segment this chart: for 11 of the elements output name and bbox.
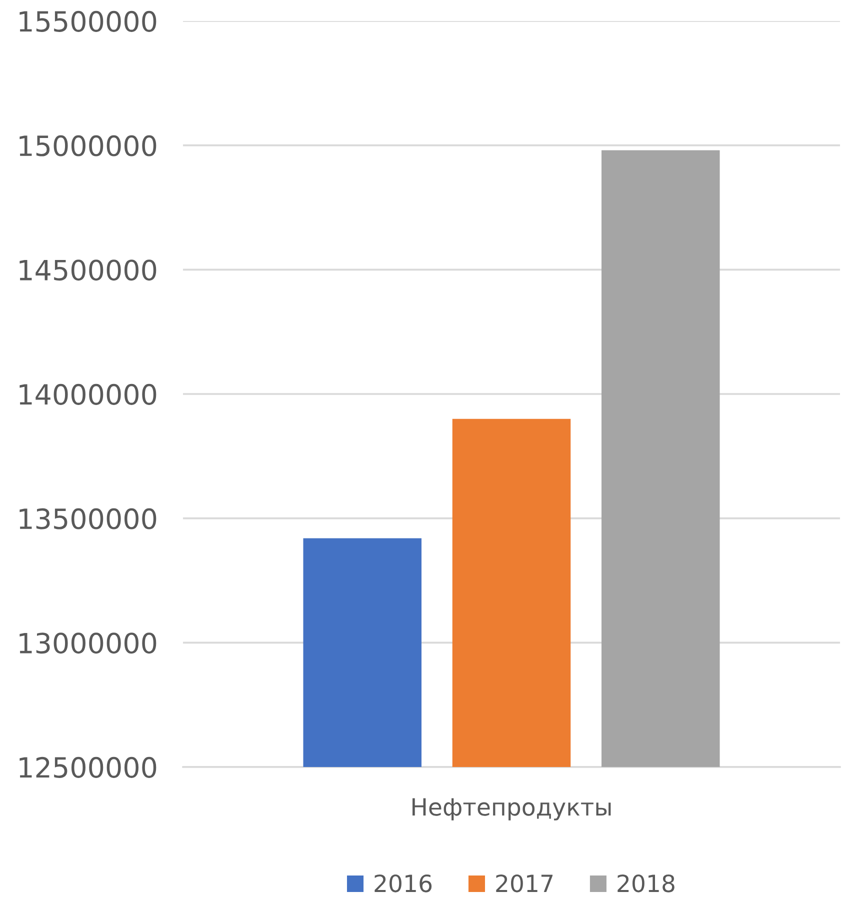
y-tick-label: 14000000 [20,384,156,405]
y-tick-label: 14500000 [20,260,156,281]
y-tick-label: 13500000 [20,508,156,530]
y-tick-label: 15500000 [20,10,156,32]
legend-label: 2017 [496,874,553,892]
y-tick-label: 12500000 [20,756,156,778]
legend-label: 2018 [618,874,674,892]
y-tick-label: 13000000 [20,632,156,654]
legend-label: 2016 [374,874,432,892]
x-tick-label: Нефтепродукты [412,798,611,820]
y-tick-label: 15000000 [20,135,156,156]
